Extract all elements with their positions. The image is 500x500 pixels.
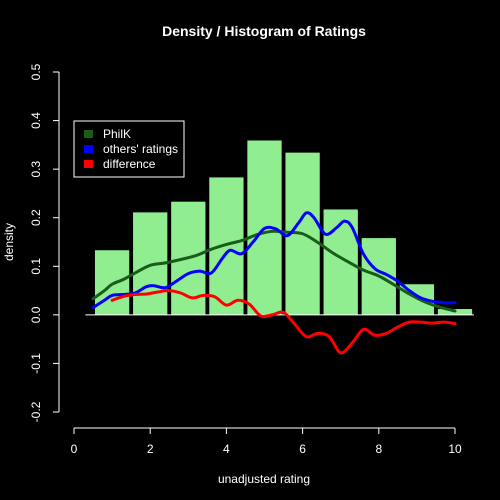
x-axis-label: unadjusted rating: [218, 472, 310, 486]
others-ratings-density-line: [91, 211, 457, 310]
histogram-bar-4: [209, 177, 244, 315]
legend-box: [73, 120, 185, 178]
y-tick-label-1: -0.1: [29, 353, 43, 374]
chart-title: Density / Histogram of Ratings: [162, 23, 366, 39]
y-tick-label-6: 0.4: [29, 112, 43, 129]
x-tick-label-8: 8: [375, 442, 382, 456]
difference-line: [110, 289, 457, 355]
x-tick-label-10: 10: [448, 442, 462, 456]
x-tick-label-4: 4: [223, 442, 230, 456]
legend-swatch-difference: [84, 160, 93, 168]
legend-label-difference: difference: [103, 157, 156, 171]
y-tick-label-0: -0.2: [29, 401, 43, 422]
y-tick-label-3: 0.1: [29, 258, 43, 275]
x-tick-label-2: 2: [147, 442, 154, 456]
legend-label-others: others' ratings: [103, 142, 178, 156]
y-tick-label-7: 0.5: [29, 63, 43, 80]
x-axis: 0 2 4 6 8 10: [71, 427, 462, 456]
x-tick-label-6: 6: [299, 442, 306, 456]
y-axis-label: density: [2, 223, 16, 261]
legend-label-philk: PhilK: [103, 127, 131, 141]
y-axis: -0.2 -0.1 0.0 0.1 0.2 0.3 0.4 0.5: [29, 63, 60, 422]
legend-swatch-philk: [84, 130, 93, 138]
legend: PhilK others' ratings difference: [73, 120, 185, 178]
y-tick-label-4: 0.2: [29, 209, 43, 226]
legend-swatch-others: [84, 145, 93, 153]
y-tick-label-5: 0.3: [29, 160, 43, 177]
x-tick-label-0: 0: [71, 442, 78, 456]
y-tick-label-2: 0.0: [29, 306, 43, 323]
philk-density-line: [91, 229, 457, 313]
density-lines: [91, 211, 457, 355]
